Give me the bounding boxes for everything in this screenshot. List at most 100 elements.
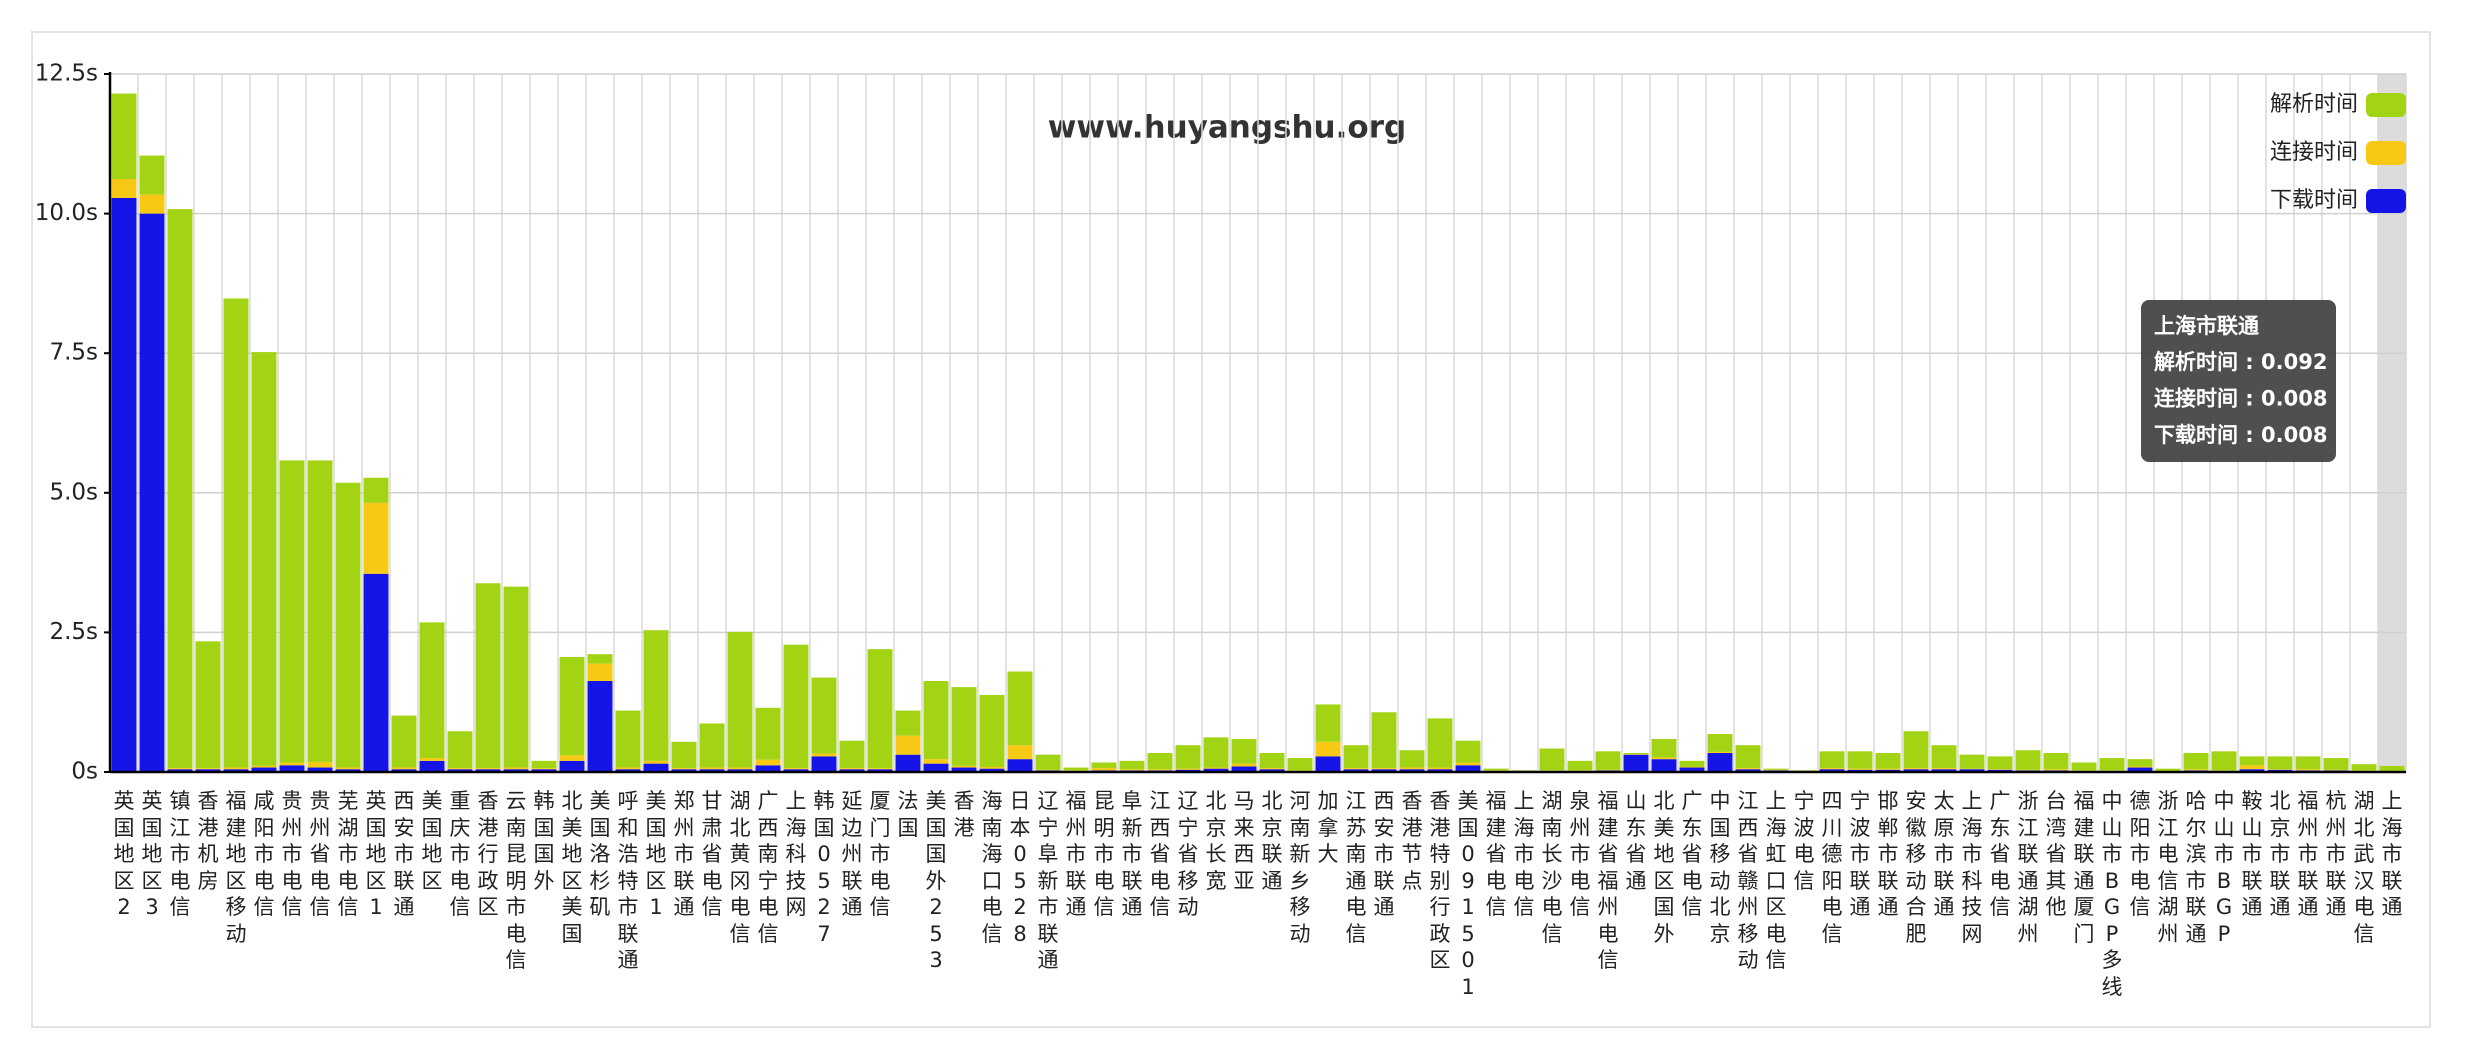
- bar-segment: [1735, 769, 1761, 772]
- x-tick-label: 香港特别行政区: [1429, 789, 1451, 972]
- bar-segment: [279, 460, 305, 763]
- bar-segment: [2211, 770, 2237, 771]
- bar-segment: [1539, 748, 1565, 771]
- x-tick-label: 广西南宁电信: [757, 789, 779, 946]
- legend-label: 连接时间: [2270, 140, 2358, 165]
- bar-segment: [475, 768, 501, 770]
- bar-segment: [531, 768, 557, 770]
- x-tick-label: 上海科技网: [785, 789, 807, 919]
- bar-segment: [1371, 769, 1397, 772]
- bar-segment: [447, 731, 473, 769]
- tooltip-row: 连接时间 : 0.008: [2154, 387, 2327, 411]
- bar-segment: [587, 654, 613, 664]
- vertical-grid: [109, 74, 2407, 772]
- bar-segment: [111, 178, 137, 198]
- bar-segment: [2295, 769, 2321, 771]
- x-tick-label: 北美地区美国: [561, 789, 583, 946]
- bar-segment: [531, 760, 557, 769]
- x-tick-label: 福建省福州电信: [1597, 789, 1619, 972]
- bar-segment: [391, 769, 417, 772]
- y-tick-label: 2.5s: [49, 619, 98, 645]
- x-tick-label: 浙江联通湖州: [2017, 789, 2039, 946]
- legend-swatch: [2366, 93, 2406, 117]
- bar-segment: [1231, 766, 1257, 772]
- bar-segment: [699, 769, 725, 772]
- bar-segment: [587, 680, 613, 772]
- x-tick-label: 哈尔滨市联通: [2185, 789, 2207, 946]
- bar-segment: [1259, 768, 1285, 770]
- bar-segment: [503, 767, 529, 770]
- bar-segment: [895, 735, 921, 755]
- bar-segment: [195, 641, 221, 769]
- x-tick-label: 北美地区国外: [1653, 789, 1675, 946]
- x-tick-label: 泉州市电信: [1569, 789, 1591, 919]
- x-tick-label: 海南海口电信: [981, 789, 1003, 946]
- x-tick-label: 香港节点: [1401, 789, 1423, 893]
- bar-segment: [643, 763, 669, 772]
- bar-segment: [391, 715, 417, 768]
- y-tick-label: 0s: [71, 759, 98, 785]
- x-tick-label: 福建省电信: [1485, 789, 1507, 919]
- bar-segment: [2183, 753, 2209, 770]
- x-tick-label: 美国地区1: [645, 789, 667, 919]
- bar-segment: [1987, 756, 2013, 770]
- bar-segment: [1399, 767, 1425, 770]
- bar-segment: [1707, 734, 1733, 752]
- tooltip-title: 上海市联通: [2154, 314, 2259, 338]
- bar-segment: [1679, 760, 1705, 767]
- bar-segment: [2267, 769, 2293, 770]
- bar-segment: [1679, 766, 1705, 768]
- legend-label: 解析时间: [2270, 92, 2358, 117]
- x-tick-label: 中山市BGP: [2213, 789, 2235, 946]
- bar-segment: [783, 769, 809, 772]
- bar-segment: [279, 762, 305, 766]
- chart-frame: [31, 31, 2431, 1028]
- x-tick-label: 四川德阳电信: [1821, 789, 1843, 946]
- x-tick-label: 广东省电信: [1989, 789, 2011, 919]
- bar-segment: [671, 768, 697, 770]
- x-tick-label: 上海市科技网: [1961, 789, 1983, 946]
- bar-segment: [671, 769, 697, 772]
- bar-segment: [1259, 753, 1285, 769]
- bar-segment: [559, 755, 585, 761]
- bar-segment: [979, 768, 1005, 772]
- y-tick-label: 12.5s: [35, 61, 98, 87]
- bar-segment: [1203, 767, 1229, 769]
- x-tick-label: 厦门市电信: [869, 789, 891, 919]
- x-tick-label: 贵州市电信: [281, 789, 303, 919]
- bar-segment: [1791, 770, 1817, 771]
- x-tick-label: 北京联通: [1261, 789, 1283, 893]
- bar-segment: [1427, 718, 1453, 768]
- bar-segment: [1623, 753, 1649, 755]
- bar-segment: [1399, 769, 1425, 772]
- bar-segment: [1175, 745, 1201, 769]
- bar-segment: [447, 769, 473, 772]
- bar-segment: [1483, 768, 1509, 771]
- bar-segment: [783, 768, 809, 770]
- x-tick-label: 郑州市联通: [673, 789, 695, 919]
- bar-segment: [951, 767, 977, 772]
- bar-segment: [1959, 768, 1985, 770]
- legend-swatch: [2366, 141, 2406, 165]
- bar-segment: [1875, 768, 1901, 770]
- bar-segment: [447, 768, 473, 770]
- x-tick-label: 福州市联通: [1065, 789, 1087, 919]
- x-tick-label: 安徽移动合肥: [1905, 789, 1927, 946]
- bar-segment: [2351, 764, 2377, 771]
- bar-segment: [139, 155, 165, 195]
- bar-segment: [867, 769, 893, 772]
- bar-segment: [1483, 770, 1509, 771]
- x-tick-label: 香港: [953, 789, 975, 840]
- bar-segment: [335, 769, 361, 772]
- bar-segment: [1063, 770, 1089, 771]
- x-tick-label: 上海市联通: [2381, 789, 2403, 919]
- x-tick-label: 英国地区2: [113, 789, 135, 919]
- bar-segment: [391, 767, 417, 770]
- x-tick-label: 韩国0527: [813, 789, 835, 946]
- x-tick-label: 西安市联通: [1373, 789, 1395, 919]
- bar-segment: [755, 765, 781, 772]
- bar-segment: [1315, 704, 1341, 742]
- bar-segment: [1651, 739, 1677, 758]
- bar-segment: [1231, 763, 1257, 767]
